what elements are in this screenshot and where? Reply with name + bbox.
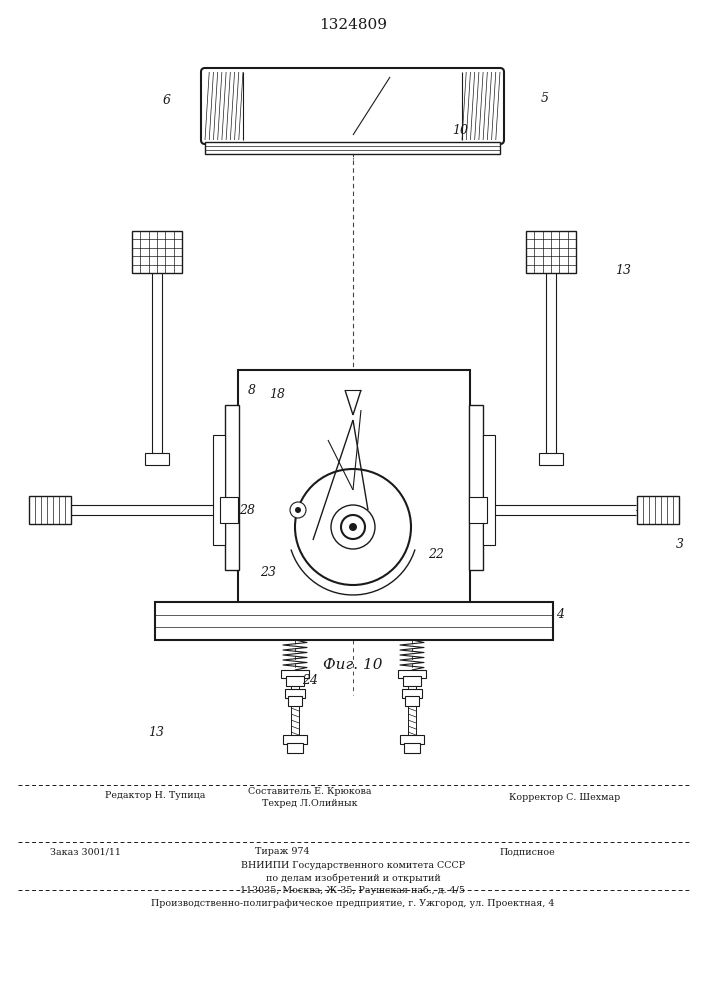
Bar xyxy=(132,231,182,273)
Bar xyxy=(404,743,420,753)
Text: Подписное: Подписное xyxy=(500,848,556,856)
Bar xyxy=(287,743,303,753)
Bar xyxy=(29,496,71,524)
Bar xyxy=(213,435,225,545)
Text: 28: 28 xyxy=(239,504,255,516)
Text: ВНИИПИ Государственного комитета СССР: ВНИИПИ Государственного комитета СССР xyxy=(241,861,465,870)
Text: 1324809: 1324809 xyxy=(319,18,387,32)
Bar xyxy=(405,696,419,706)
Circle shape xyxy=(290,502,306,518)
Bar xyxy=(283,735,307,744)
Text: 8: 8 xyxy=(248,383,256,396)
Text: 13: 13 xyxy=(148,726,164,738)
Bar xyxy=(225,405,239,570)
Text: 3: 3 xyxy=(676,538,684,552)
Bar xyxy=(400,735,424,744)
Bar xyxy=(483,435,495,545)
Text: 22: 22 xyxy=(428,548,444,562)
Text: Редактор Н. Тупица: Редактор Н. Тупица xyxy=(105,790,205,800)
Bar xyxy=(145,453,169,465)
Circle shape xyxy=(295,507,301,513)
Text: по делам изобретений и открытий: по делам изобретений и открытий xyxy=(266,873,440,883)
Circle shape xyxy=(331,505,375,549)
Bar xyxy=(285,689,305,698)
Text: Техред Л.Олийнык: Техред Л.Олийнык xyxy=(262,800,358,808)
Circle shape xyxy=(295,469,411,585)
Circle shape xyxy=(349,523,357,531)
Bar xyxy=(155,602,553,640)
Bar xyxy=(402,689,422,698)
Text: Фиг. 10: Фиг. 10 xyxy=(323,658,382,672)
Text: 13: 13 xyxy=(615,263,631,276)
Text: 24: 24 xyxy=(302,674,318,686)
FancyBboxPatch shape xyxy=(201,68,504,144)
Text: Составитель Е. Крюкова: Составитель Е. Крюкова xyxy=(248,786,372,796)
Text: 6: 6 xyxy=(163,94,171,106)
Text: Производственно-полиграфическое предприятие, г. Ужгород, ул. Проектная, 4: Производственно-полиграфическое предприя… xyxy=(151,900,555,908)
Bar xyxy=(286,676,304,686)
Text: 113035, Москва, Ж-35, Раушская наб., д. 4/5: 113035, Москва, Ж-35, Раушская наб., д. … xyxy=(240,885,465,895)
Bar xyxy=(403,676,421,686)
Circle shape xyxy=(341,515,365,539)
Text: Корректор С. Шехмар: Корректор С. Шехмар xyxy=(509,794,621,802)
Bar xyxy=(469,405,483,570)
Bar xyxy=(238,370,470,605)
Text: 10: 10 xyxy=(452,123,468,136)
Text: 23: 23 xyxy=(260,566,276,580)
Bar xyxy=(220,497,238,523)
Bar xyxy=(288,696,302,706)
Text: Тираж 974: Тираж 974 xyxy=(255,848,310,856)
Text: 4: 4 xyxy=(556,608,564,621)
Bar xyxy=(398,670,426,678)
Bar xyxy=(469,497,487,523)
Bar xyxy=(205,142,500,154)
Text: 18: 18 xyxy=(269,388,285,401)
Text: 5: 5 xyxy=(541,92,549,104)
Bar xyxy=(539,453,563,465)
Bar xyxy=(526,231,576,273)
Bar xyxy=(281,670,309,678)
Bar xyxy=(637,496,679,524)
Text: Заказ 3001/11: Заказ 3001/11 xyxy=(50,848,121,856)
